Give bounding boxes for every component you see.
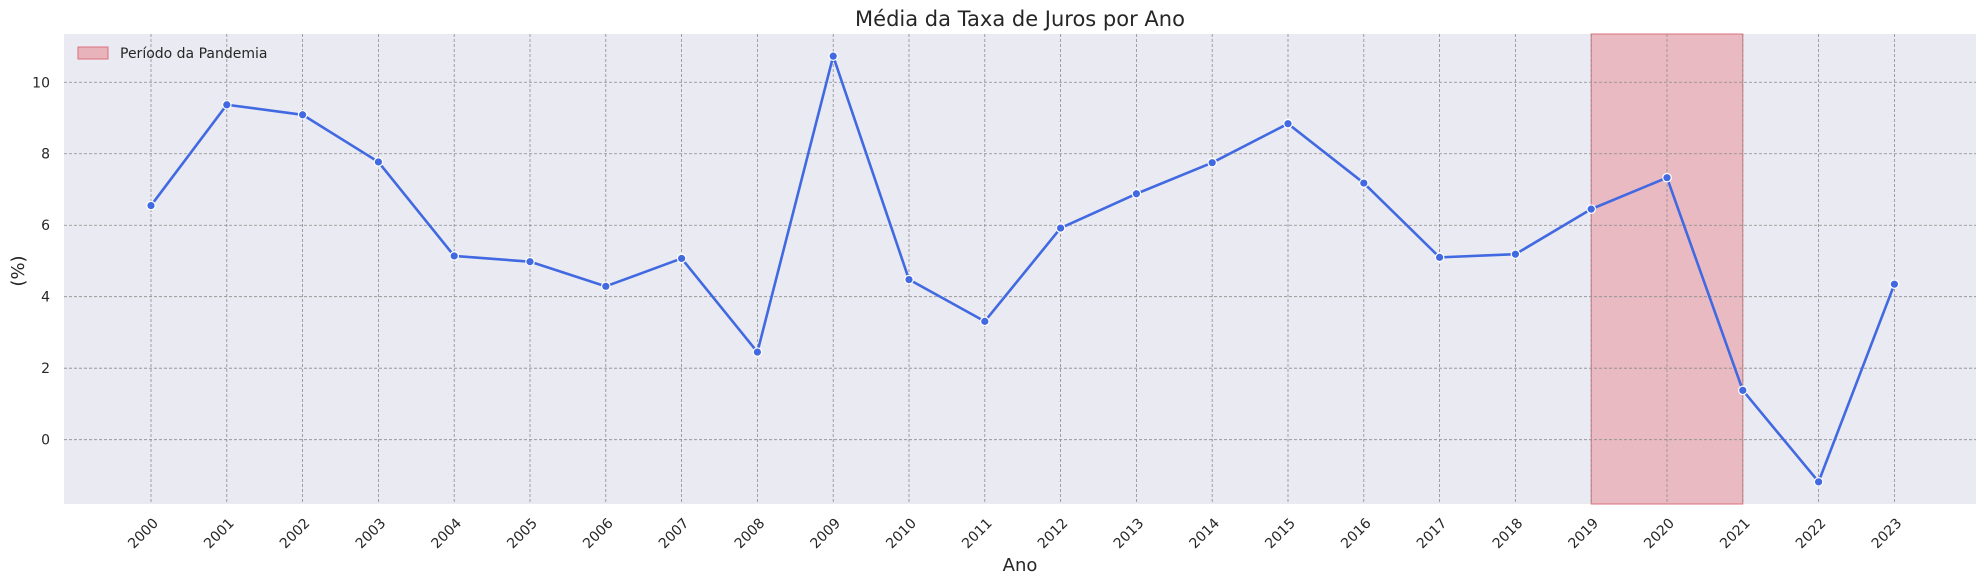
data-point-2022 xyxy=(1813,477,1824,487)
x-tick-label: 2002 xyxy=(277,516,314,553)
data-point-2003 xyxy=(373,157,384,167)
data-points xyxy=(146,51,1900,487)
data-point-2010 xyxy=(904,274,914,285)
x-axis-title: Ano xyxy=(1003,555,1038,576)
x-tick-labels: 2000 2001 2002 2003 2004 2005 2006 2007 2008 2009… xyxy=(125,515,1905,552)
data-point-2004 xyxy=(449,251,459,261)
x-tick-label: 2016 xyxy=(1338,515,1375,552)
x-tick-label: 2007 xyxy=(656,516,693,553)
x-tick-label: 2010 xyxy=(883,516,920,553)
x-tick-label: 2009 xyxy=(808,516,845,553)
data-point-2015 xyxy=(1283,118,1293,129)
series-line xyxy=(149,54,1896,484)
x-tick-label: 2003 xyxy=(353,516,390,553)
data-point-2023 xyxy=(1889,279,1900,289)
data-point-2009 xyxy=(828,51,838,61)
legend-swatch xyxy=(77,46,109,60)
data-point-2021 xyxy=(1738,385,1748,396)
data-point-2005 xyxy=(525,256,535,267)
data-point-2018 xyxy=(1510,249,1521,259)
y-axis-title: (%) xyxy=(8,255,29,286)
x-tick-label: 2017 xyxy=(1414,516,1451,553)
x-tick-label: 2015 xyxy=(1262,516,1299,553)
data-point-2013 xyxy=(1131,188,1142,199)
data-point-2016 xyxy=(1359,178,1369,188)
data-point-2006 xyxy=(600,281,611,292)
x-tick-label: 2008 xyxy=(732,516,769,553)
data-point-2001 xyxy=(222,99,232,110)
x-tick-label: 2004 xyxy=(429,515,466,552)
data-point-2014 xyxy=(1207,157,1217,168)
x-tick-label: 2013 xyxy=(1111,516,1148,553)
x-tick-label: 2023 xyxy=(1869,516,1906,553)
x-tick-label: 2018 xyxy=(1490,516,1527,553)
data-point-2000 xyxy=(146,200,156,211)
y-tick-label: 10 xyxy=(32,75,50,91)
x-tick-label: 2005 xyxy=(504,516,541,553)
data-point-2008 xyxy=(752,347,763,357)
data-point-2011 xyxy=(979,316,990,327)
x-tick-label: 2001 xyxy=(201,516,238,553)
x-tick-label: 2011 xyxy=(959,516,996,553)
y-tick-label: 4 xyxy=(41,290,50,306)
data-point-2019 xyxy=(1586,204,1596,214)
grid-lines xyxy=(64,34,1976,504)
x-tick-label: 2022 xyxy=(1793,516,1830,553)
y-tick-label: 6 xyxy=(41,218,50,234)
y-tick-label: 2 xyxy=(41,361,50,377)
x-tick-label: 2021 xyxy=(1717,516,1754,553)
data-point-2002 xyxy=(297,109,308,120)
x-tick-label: 2012 xyxy=(1035,516,1072,553)
series-line-layer xyxy=(149,54,1896,484)
x-tick-label: 2006 xyxy=(580,515,617,552)
y-tick-label: 8 xyxy=(41,147,50,163)
chart-title: Média da Taxa de Juros por Ano xyxy=(855,7,1185,31)
x-tick-label: 2019 xyxy=(1566,516,1603,553)
data-point-2012 xyxy=(1055,223,1066,233)
x-tick-label: 2020 xyxy=(1641,516,1678,553)
legend-label: Período da Pandemia xyxy=(120,46,267,62)
legend: Período da Pandemia xyxy=(77,46,267,62)
y-tick-labels: 0 2 4 6 8 10 xyxy=(32,75,50,448)
data-point-2017 xyxy=(1434,252,1445,263)
x-tick-label: 2000 xyxy=(125,516,162,553)
data-point-2020 xyxy=(1662,172,1672,183)
x-tick-label: 2014 xyxy=(1187,515,1224,552)
data-point-2007 xyxy=(676,253,687,264)
y-tick-label: 0 xyxy=(41,433,50,449)
